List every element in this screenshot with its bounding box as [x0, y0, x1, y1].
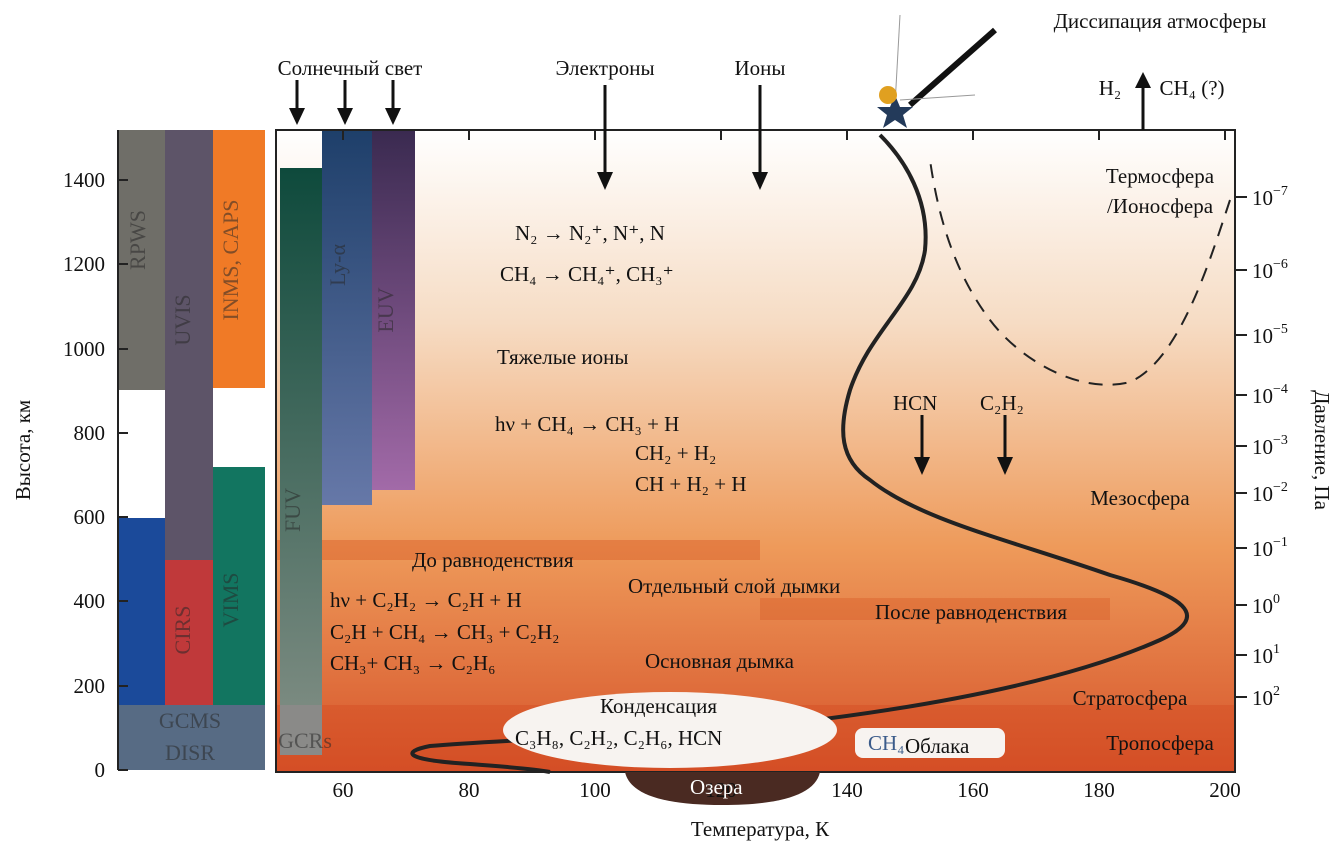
sunlight-label: Солнечный свет: [278, 56, 423, 80]
instrument-label: CIRS: [170, 606, 195, 655]
annotation: Озера: [690, 775, 743, 799]
diagram: Диссипация атмосферы Солнечный свет Элек…: [0, 0, 1334, 845]
annotation: После равноденствия: [875, 600, 1067, 624]
base: 10: [1252, 384, 1273, 408]
y-tick-label: 1000: [63, 337, 105, 361]
annotation: Отдельный слой дымки: [628, 574, 840, 598]
exponent: −2: [1273, 480, 1288, 495]
exponent: 2: [1273, 684, 1280, 699]
base: 10: [1252, 686, 1273, 710]
base: 10: [1252, 537, 1273, 561]
exponent: −4: [1273, 382, 1288, 397]
layer-label: /Ионосфера: [1107, 194, 1214, 218]
exponent: 1: [1273, 642, 1280, 657]
annotation: hν + C₂H₂ → C₂H + H: [330, 588, 522, 612]
exponent: 0: [1273, 592, 1280, 607]
instrument-label: EUV: [373, 287, 398, 332]
x-tick-label: 180: [1083, 778, 1115, 802]
annotation: CH₄ → CH₄⁺, CH₃⁺: [500, 262, 674, 286]
annotation: Основная дымка: [645, 649, 795, 673]
annotation: C₃H₈, C₂H₂, C₂H₆, HCN: [515, 726, 722, 750]
instrument-label: GCRs: [278, 728, 332, 753]
pressure-tick-label: 10−1: [1252, 535, 1288, 561]
annotation: N₂ → N₂⁺, N⁺, N: [515, 221, 665, 245]
y-tick-label: 0: [95, 758, 106, 782]
exponent: −7: [1273, 184, 1288, 199]
exponent: −6: [1273, 257, 1288, 272]
annotation: HCN: [893, 391, 937, 415]
base: 10: [1252, 186, 1273, 210]
annotation: C₂H₂: [980, 391, 1024, 415]
ions-label: Ионы: [734, 56, 785, 80]
exponent: −1: [1273, 535, 1288, 550]
instrument-label: RPWS: [125, 210, 150, 270]
annotation: CH₂ + H₂: [635, 441, 716, 465]
annotation: CH + H₂ + H: [635, 472, 747, 496]
pressure-axis-label: Давление, Па: [1310, 390, 1334, 511]
annotation: CH₄: [868, 731, 905, 755]
x-tick-label: 140: [831, 778, 863, 802]
y-tick-label: 1200: [63, 252, 105, 276]
instrument-label: UVIS: [170, 294, 195, 345]
y-tick-label: 200: [74, 674, 106, 698]
instrument-label: FUV: [280, 488, 305, 532]
annotation: C₂H + CH₄ → CH₃ + C₂H₂: [330, 620, 559, 644]
layer-label: Стратосфера: [1073, 686, 1188, 710]
instrument-label: INMS, CAPS: [218, 199, 243, 320]
instrument-label: VIMS: [218, 572, 243, 627]
x-tick-label: 80: [459, 778, 480, 802]
layer-label: Тропосфера: [1106, 731, 1214, 755]
x-axis-label: Температура, К: [691, 817, 830, 841]
x-tick-label: 200: [1209, 778, 1241, 802]
base: 10: [1252, 435, 1273, 459]
title: Диссипация атмосферы: [1054, 9, 1267, 33]
instrument-label: GCMS: [159, 708, 221, 733]
layer-label: Термосфера: [1106, 164, 1215, 188]
pressure-tick-label: 102: [1252, 684, 1280, 710]
pressure-tick-label: 10−5: [1252, 322, 1288, 348]
y-tick-label: 1400: [63, 168, 105, 192]
layer-label: Мезосфера: [1090, 486, 1190, 510]
pressure-tick-label: 100: [1252, 592, 1280, 618]
electrons-label: Электроны: [555, 56, 654, 80]
base: 10: [1252, 259, 1273, 283]
instrument-label: Ly-α: [325, 243, 350, 286]
pressure-tick-label: 10−4: [1252, 382, 1288, 408]
annotation: CH₃+ CH₃ → C₂H₆: [330, 651, 495, 675]
y-tick-label: 800: [74, 421, 106, 445]
pressure-tick-label: 10−3: [1252, 433, 1288, 459]
base: 10: [1252, 324, 1273, 348]
x-tick-label: 60: [333, 778, 354, 802]
pressure-tick-label: 10−2: [1252, 480, 1288, 506]
annotation: До равноденствия: [412, 548, 574, 572]
base: 10: [1252, 482, 1273, 506]
x-tick-label: 100: [579, 778, 611, 802]
exponent: −5: [1273, 322, 1288, 337]
annotation: Тяжелые ионы: [497, 345, 629, 369]
y-tick-label: 400: [74, 589, 106, 613]
pressure-tick-label: 101: [1252, 642, 1280, 668]
pressure-tick-label: 10−7: [1252, 184, 1288, 210]
ch4-label: CH₄ (?): [1159, 76, 1224, 100]
exponent: −3: [1273, 433, 1288, 448]
annotation: Конденсация: [600, 694, 717, 718]
annotation: hν + CH₄ → CH₃ + H: [495, 412, 679, 436]
y-tick-label: 600: [74, 505, 106, 529]
base: 10: [1252, 594, 1273, 618]
annotation: Облака: [905, 734, 970, 758]
y-axis-label: Высота, км: [11, 400, 35, 500]
instrument-label: DISR: [165, 740, 215, 765]
h2-label: H₂: [1099, 76, 1122, 100]
base: 10: [1252, 644, 1273, 668]
x-tick-label: 160: [957, 778, 989, 802]
pressure-tick-label: 10−6: [1252, 257, 1288, 283]
